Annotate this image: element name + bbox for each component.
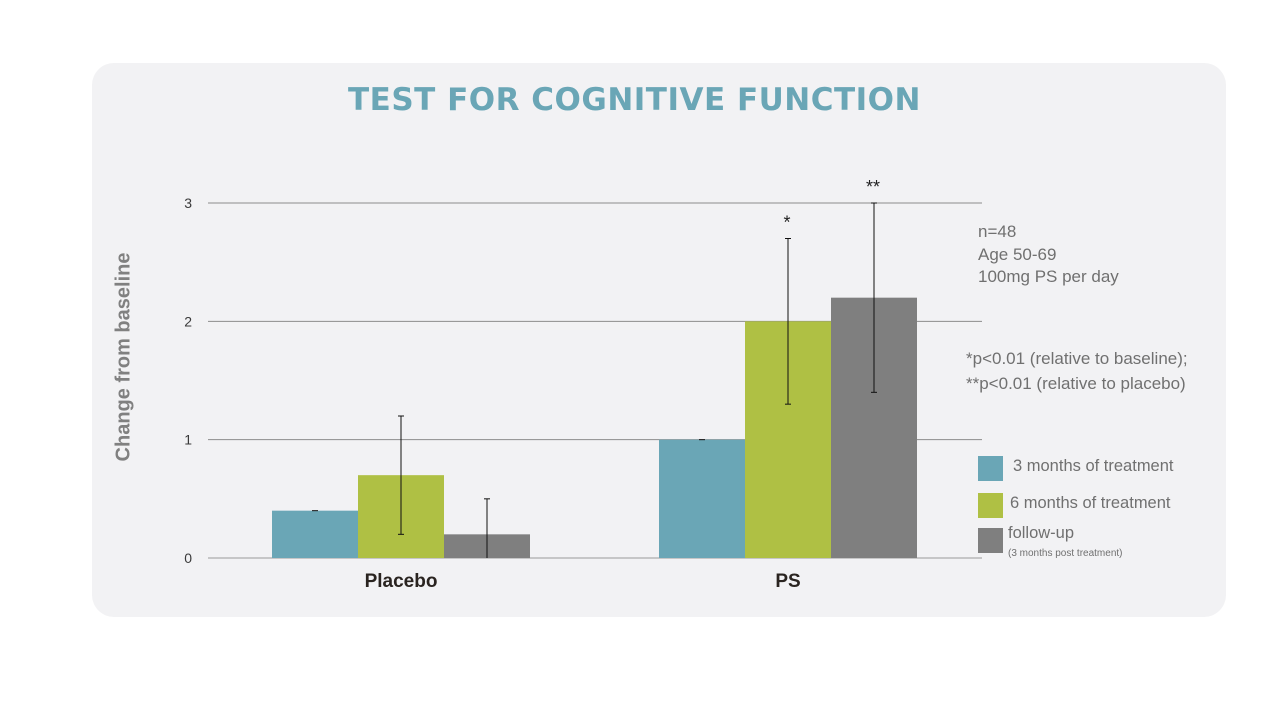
x-tick-label: Placebo xyxy=(365,571,438,592)
legend-label-6-months: 6 months of treatment xyxy=(1010,494,1171,512)
significance-notes: *p<0.01 (relative to baseline); **p<0.01… xyxy=(966,347,1188,396)
info-line-age: Age 50-69 xyxy=(978,244,1057,264)
y-tick-label: 3 xyxy=(184,195,192,211)
legend-label-3-months: 3 months of treatment xyxy=(1013,457,1174,475)
note-placebo: **p<0.01 (relative to placebo) xyxy=(966,373,1186,393)
legend-sublabel-follow-up: (3 months post treatment) xyxy=(1008,548,1123,559)
legend-label-follow-up: follow-up xyxy=(1008,524,1075,542)
legend-swatch-3-months xyxy=(978,456,1003,481)
info-line-dose: 100mg PS per day xyxy=(978,267,1119,286)
significance-marker: * xyxy=(783,213,790,233)
note-baseline: *p<0.01 (relative to baseline); xyxy=(966,349,1188,368)
legend-swatch-follow-up xyxy=(978,528,1003,553)
x-tick-label: PS xyxy=(775,571,800,592)
bar xyxy=(272,510,358,558)
chart-title: TEST FOR COGNITIVE FUNCTION xyxy=(348,82,921,118)
y-tick-label: 1 xyxy=(184,432,192,448)
y-tick-label: 2 xyxy=(184,313,192,329)
study-info: n=48 Age 50-69 100mg PS per day xyxy=(978,221,1119,289)
bar xyxy=(659,439,745,558)
significance-marker: ** xyxy=(866,177,880,197)
legend-swatch-6-months xyxy=(978,493,1003,518)
info-line-sample: n=48 xyxy=(978,222,1017,241)
y-tick-label: 0 xyxy=(184,550,192,566)
